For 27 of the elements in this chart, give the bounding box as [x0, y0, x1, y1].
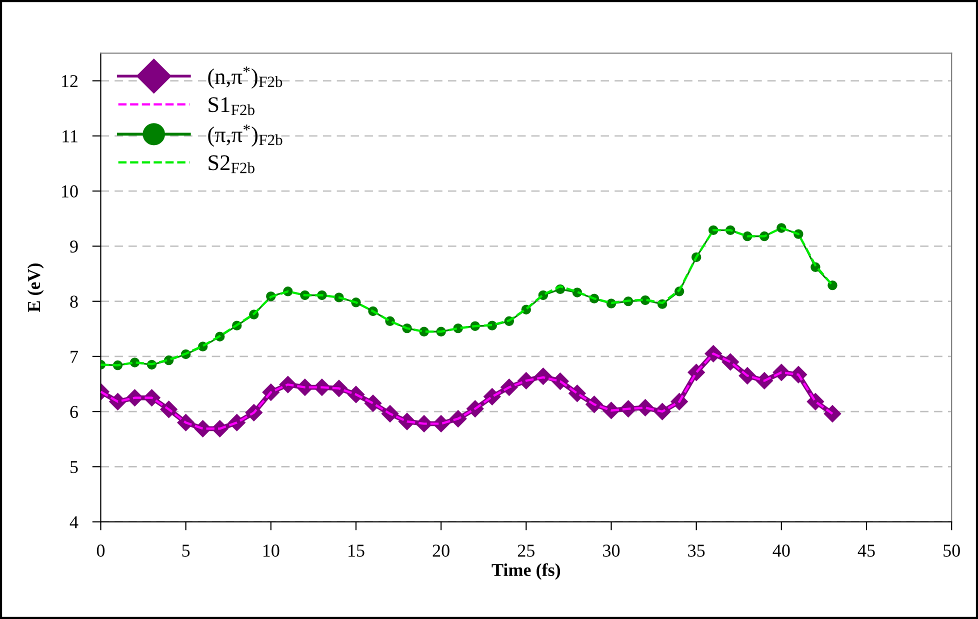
x-tick-label: 45 [858, 544, 875, 557]
y-tick-label: 10 [62, 185, 78, 198]
x-axis-title: Time (fs) [492, 563, 560, 580]
y-axis-title: E (eV) [27, 264, 44, 312]
y-tick-label: 7 [70, 350, 78, 363]
y-tick-label: 12 [62, 75, 78, 88]
legend-label: S1$_{F2b}$ [208, 97, 254, 116]
x-tick-label: 20 [432, 544, 450, 557]
x-tick-label: 25 [518, 544, 534, 557]
x-tick-label: 5 [182, 544, 190, 557]
x-tick-label: 40 [772, 544, 790, 557]
legend-label: (n,π$^{*}$)$_{F2b}$ [208, 66, 282, 89]
y-tick-label: 6 [70, 406, 78, 418]
x-tick-label: 30 [603, 544, 620, 557]
x-tick-label: 35 [688, 544, 705, 557]
y-tick-label: 8 [70, 296, 78, 308]
x-tick-label: 10 [263, 544, 280, 557]
y-tick-label: 5 [70, 461, 78, 474]
y-tick-label: 4 [70, 516, 78, 528]
x-tick-label: 0 [96, 544, 105, 557]
y-tick-label: 9 [70, 240, 78, 253]
y-tick-label: 11 [62, 130, 78, 142]
legend-label: (π,π$^{*}$)$_{F2b}$ [208, 124, 282, 147]
point [828, 280, 838, 290]
legend-label: S2$_{F2b}$ [208, 155, 254, 174]
x-tick-label: 15 [348, 544, 364, 557]
x-tick-label: 50 [944, 544, 960, 557]
